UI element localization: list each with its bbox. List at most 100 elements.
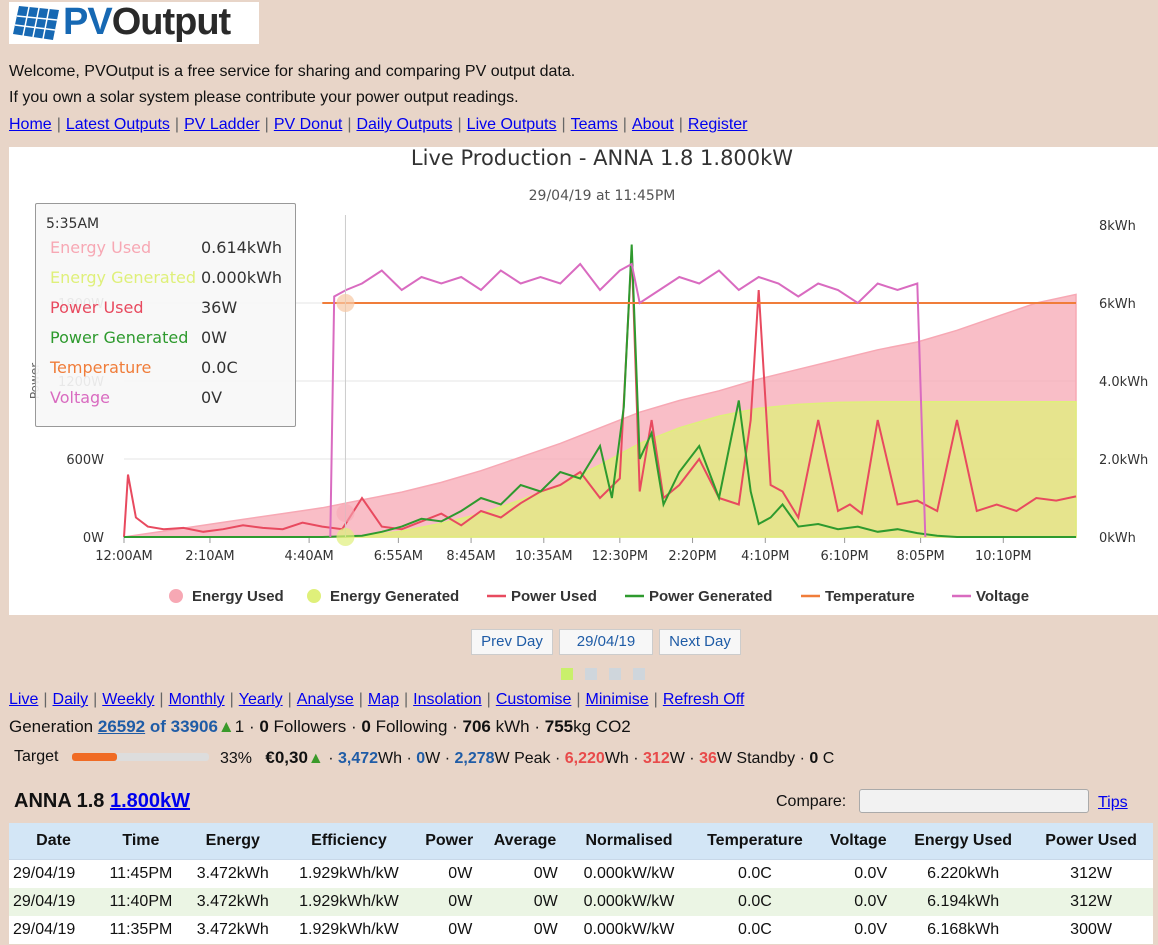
table-cell-time: 11:45PM xyxy=(98,859,184,888)
tooltip-value: 0.000kWh xyxy=(201,268,283,287)
legend-item-energy-generated[interactable]: Energy Generated xyxy=(307,588,459,605)
table-cell-energy-used: 6.194kWh xyxy=(897,888,1030,916)
subnav-link-weekly[interactable]: Weekly xyxy=(102,691,155,708)
x-tick-label: 8:45AM xyxy=(446,549,495,564)
nav-link-live-outputs[interactable]: Live Outputs xyxy=(466,116,557,133)
nav-link-pv-donut[interactable]: PV Donut xyxy=(273,116,343,133)
rank-up-icon: ▲ xyxy=(217,717,235,736)
table-cell-efficiency: 1.929kWh/kW xyxy=(281,888,417,916)
y-right-tick-label: 8kWh xyxy=(1099,219,1136,234)
subnav-link-customise[interactable]: Customise xyxy=(495,691,572,708)
legend-item-power-used[interactable]: Power Used xyxy=(487,588,597,605)
column-header-power-used[interactable]: Power Used xyxy=(1029,823,1153,860)
subnav-link-refresh-off[interactable]: Refresh Off xyxy=(662,691,745,708)
target-progress-fill xyxy=(72,753,118,761)
compare-input[interactable] xyxy=(859,789,1089,813)
pvoutput-logo[interactable]: PVOutput xyxy=(9,1,259,44)
subnav-link-live[interactable]: Live xyxy=(9,691,39,708)
column-header-date[interactable]: Date xyxy=(9,823,98,860)
money-up-icon: ▲ xyxy=(307,750,324,767)
system-title: ANNA 1.8 1.800kW xyxy=(14,790,190,813)
live-data-table: Date Time Energy Efficiency Power Average Norm… xyxy=(9,823,1153,944)
subnav-link-map[interactable]: Map xyxy=(367,691,399,708)
generated-w: 0 xyxy=(416,750,426,767)
y-left-tick-label: 600W xyxy=(66,453,104,468)
next-day-button[interactable]: Next Day xyxy=(659,629,741,655)
table-cell-average: 0W xyxy=(482,916,568,944)
column-header-temperature[interactable]: Temperature xyxy=(690,823,820,860)
subnav-link-monthly[interactable]: Monthly xyxy=(168,691,225,708)
table-header-row: Date Time Energy Efficiency Power Average Norm… xyxy=(9,823,1153,860)
chart-title: Live Production - ANNA 1.8 1.800kW xyxy=(411,147,793,170)
subnav-link-analyse[interactable]: Analyse xyxy=(296,691,354,708)
nav-link-home[interactable]: Home xyxy=(9,116,52,133)
subnav-link-insolation[interactable]: Insolation xyxy=(413,691,482,708)
nav-separator: | xyxy=(174,116,180,133)
x-tick-label: 8:05PM xyxy=(897,549,945,564)
view-dot-2[interactable] xyxy=(585,668,597,680)
chart-subtitle: 29/04/19 at 11:45PM xyxy=(529,188,676,204)
table-cell-power-used: 312W xyxy=(1029,888,1153,916)
column-header-power[interactable]: Power xyxy=(416,823,483,860)
nav-separator: | xyxy=(93,691,98,708)
rank-change: 1 xyxy=(234,717,245,736)
table-cell-voltage: 0.0V xyxy=(819,916,898,944)
column-header-normalised[interactable]: Normalised xyxy=(567,823,691,860)
nav-link-daily-outputs[interactable]: Daily Outputs xyxy=(356,116,453,133)
total-kwh: 706 xyxy=(462,717,491,736)
table-cell-average: 0W xyxy=(482,888,568,916)
tooltip-value: 0.614kWh xyxy=(201,238,283,257)
column-header-efficiency[interactable]: Efficiency xyxy=(281,823,417,860)
legend-label: Energy Generated xyxy=(330,588,459,605)
table-cell-time: 11:40PM xyxy=(98,888,184,916)
nav-link-teams[interactable]: Teams xyxy=(570,116,618,133)
legend-item-energy-used[interactable]: Energy Used xyxy=(169,588,284,605)
standby-value: 36 xyxy=(699,750,717,767)
table-cell-power: 0W xyxy=(416,888,483,916)
legend-marker xyxy=(307,589,321,603)
co2-unit: kg CO2 xyxy=(573,717,631,736)
nav-separator: | xyxy=(43,691,48,708)
table-cell-power-used: 312W xyxy=(1029,859,1153,888)
target-percent: 33% xyxy=(220,750,253,767)
hover-marker-energy-generated xyxy=(336,528,355,546)
column-header-energy-used[interactable]: Energy Used xyxy=(897,823,1030,860)
target-summary: Target 33% €0,30▲ · 3,472Wh · 0W · 2,278… xyxy=(14,748,835,767)
subnav-link-minimise[interactable]: Minimise xyxy=(585,691,649,708)
nav-link-about[interactable]: About xyxy=(631,116,674,133)
nav-link-register[interactable]: Register xyxy=(687,116,748,133)
column-header-voltage[interactable]: Voltage xyxy=(819,823,898,860)
nav-link-pv-ladder[interactable]: PV Ladder xyxy=(184,116,260,133)
x-tick-label: 12:30PM xyxy=(592,549,649,564)
column-header-energy[interactable]: Energy xyxy=(183,823,282,860)
x-tick-label: 4:40AM xyxy=(284,549,333,564)
nav-separator: | xyxy=(561,116,566,133)
generation-rank-link[interactable]: 26592 xyxy=(97,717,146,736)
table-cell-energy: 3.472kWh xyxy=(183,859,282,888)
subnav-link-yearly[interactable]: Yearly xyxy=(238,691,283,708)
chart-tooltip: 5:35AM Energy Used 0.614kWh Energy Generat… xyxy=(35,203,296,427)
column-header-average[interactable]: Average xyxy=(482,823,568,860)
date-button[interactable]: 29/04/19 xyxy=(559,629,653,655)
view-dot-3[interactable] xyxy=(609,668,621,680)
nav-link-latest-outputs[interactable]: Latest Outputs xyxy=(65,116,170,133)
prev-day-button[interactable]: Prev Day xyxy=(471,629,553,655)
nav-separator: | xyxy=(358,691,363,708)
table-cell-normalised: 0.000kW/kW xyxy=(567,859,691,888)
subnav-link-daily[interactable]: Daily xyxy=(52,691,89,708)
legend-item-voltage[interactable]: Voltage xyxy=(952,588,1029,605)
x-tick-label: 2:10AM xyxy=(185,549,234,564)
table-cell-time: 11:35PM xyxy=(98,916,184,944)
view-dot-4[interactable] xyxy=(633,668,645,680)
column-header-time[interactable]: Time xyxy=(98,823,184,860)
table-cell-normalised: 0.000kW/kW xyxy=(567,916,691,944)
legend-item-power-generated[interactable]: Power Generated xyxy=(625,588,772,605)
y-right-tick-label: 4.0kWh xyxy=(1099,375,1148,390)
x-tick-label: 6:10PM xyxy=(820,549,868,564)
legend-item-temperature[interactable]: Temperature xyxy=(801,588,915,605)
nav-separator: | xyxy=(56,116,61,133)
system-size-link[interactable]: 1.800kW xyxy=(109,790,191,812)
tips-link[interactable]: Tips xyxy=(1098,794,1128,811)
view-dot-1[interactable] xyxy=(561,668,573,680)
legend-label: Power Used xyxy=(511,588,597,605)
